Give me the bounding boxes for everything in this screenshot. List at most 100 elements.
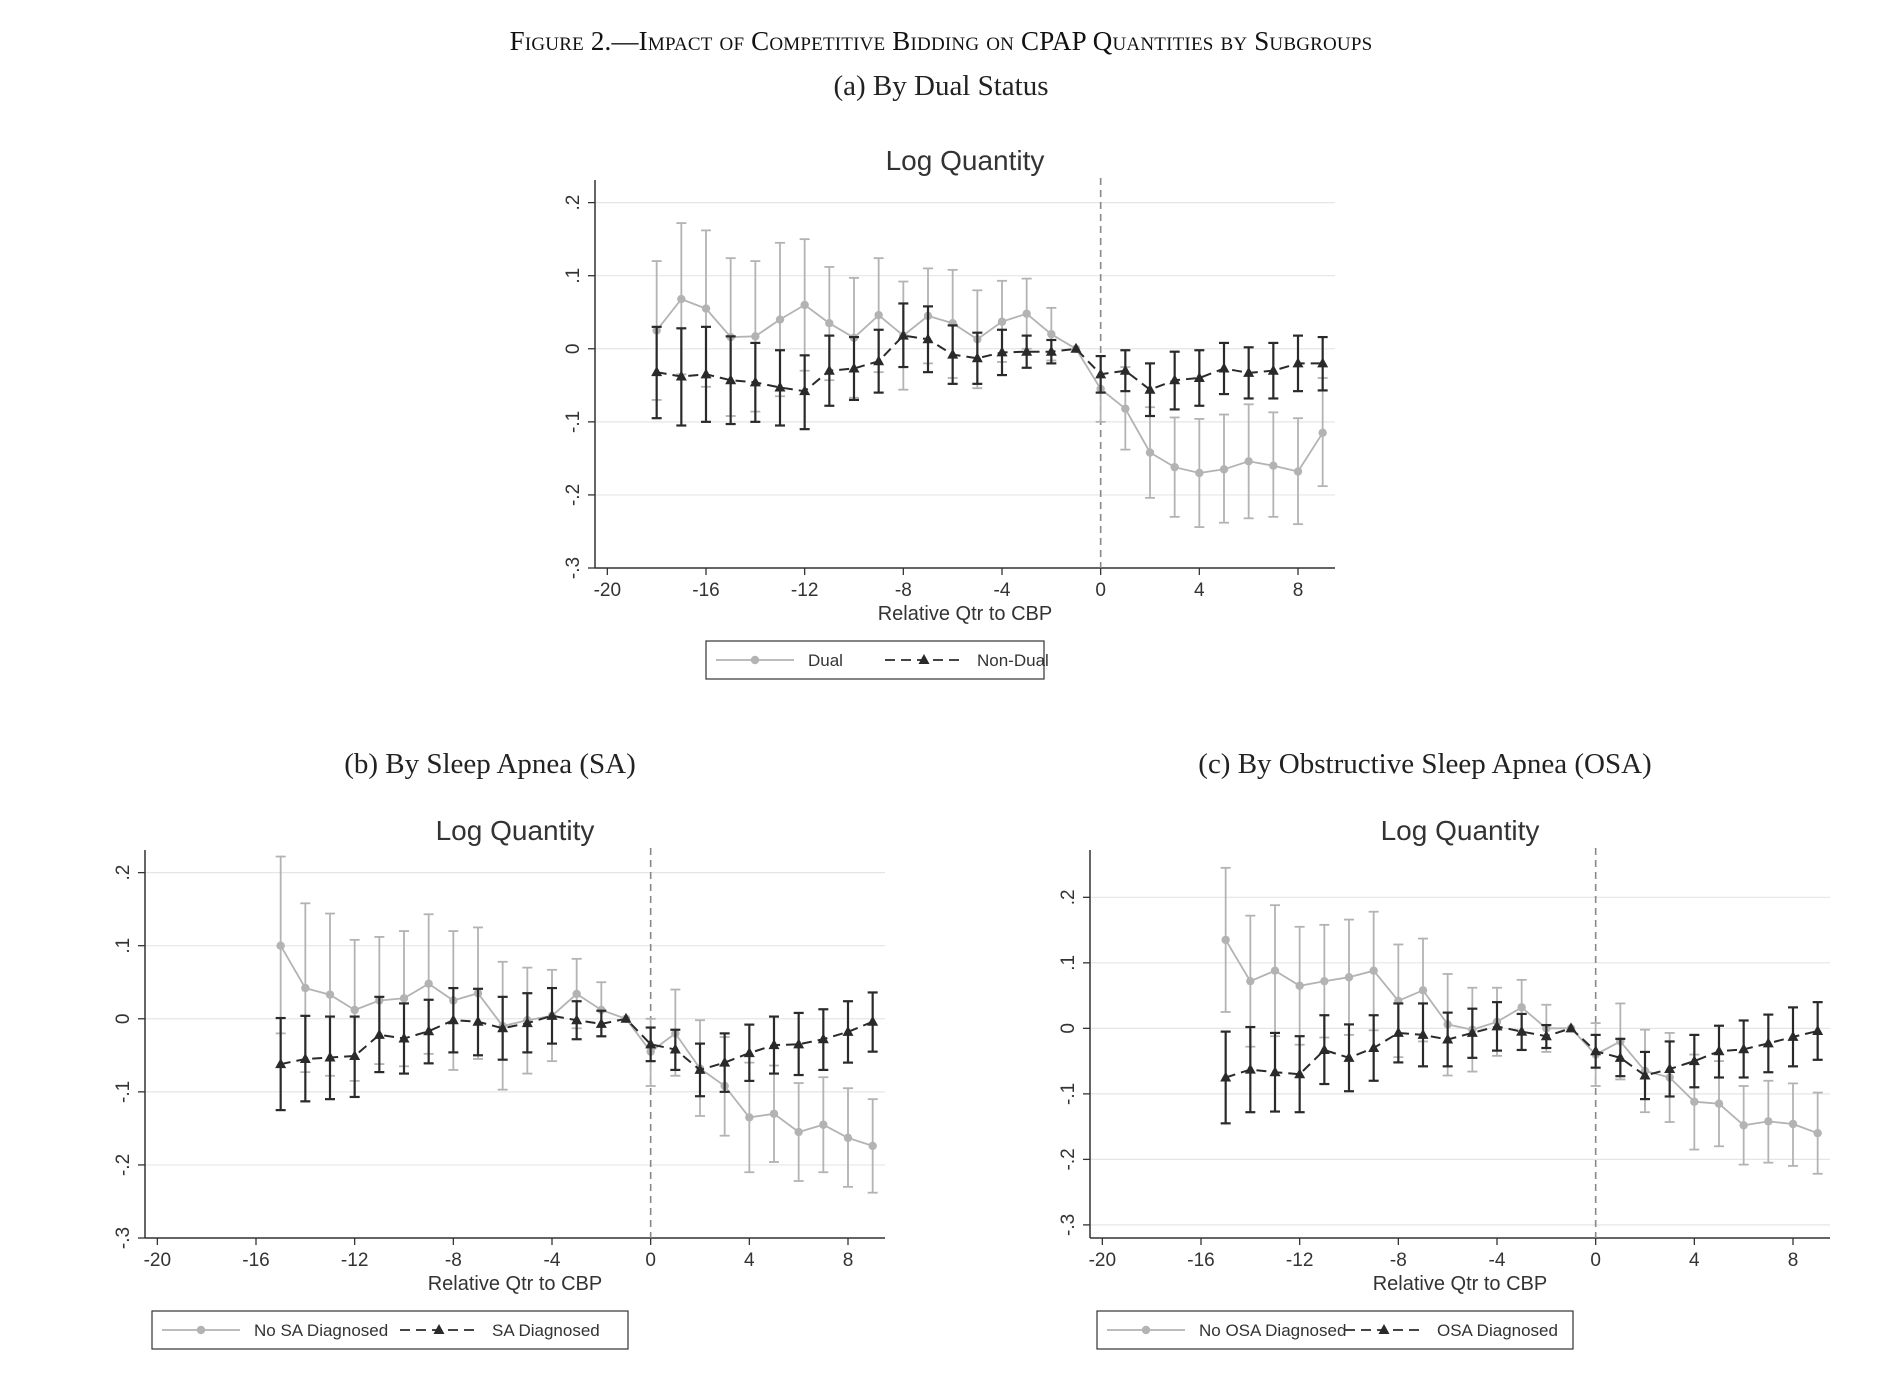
data-point-circle (825, 318, 834, 328)
y-tick-label: -.1 (113, 1081, 134, 1103)
legend-label: No OSA Diagnosed (1199, 1321, 1346, 1340)
x-tick-label: -8 (1390, 1250, 1407, 1271)
data-point-circle (1295, 981, 1304, 990)
data-point-circle (1369, 966, 1378, 975)
data-point-triangle (1220, 1071, 1232, 1082)
data-point-circle (800, 300, 809, 310)
panel-caption-dual: (a) By Dual Status (833, 70, 1049, 102)
y-tick-label: 0 (113, 1013, 134, 1024)
data-point-triangle (1244, 1063, 1256, 1074)
series-light (651, 222, 1328, 528)
data-point-circle (819, 1120, 828, 1129)
y-tick-label: -.1 (563, 411, 584, 433)
data-point-triangle (1267, 364, 1279, 375)
data-point-triangle (1269, 1066, 1281, 1077)
legend-marker-circle (196, 1325, 206, 1335)
data-point-triangle (1713, 1045, 1725, 1056)
series-dark (1220, 1001, 1824, 1125)
data-point-circle (1320, 976, 1329, 986)
series-line (656, 334, 1323, 393)
data-point-triangle (546, 1009, 558, 1020)
data-point-triangle (1193, 372, 1205, 382)
chart-title: Log Quantity (436, 815, 595, 846)
x-tick-label: 0 (1590, 1250, 1601, 1271)
data-point-triangle (1590, 1045, 1602, 1056)
legend-label: No SA Diagnosed (254, 1321, 388, 1340)
data-point-triangle (725, 374, 737, 385)
x-tick-label: -12 (1286, 1250, 1313, 1271)
series-dark (651, 302, 1329, 431)
x-tick-label: -8 (895, 580, 912, 601)
y-tick-label: .1 (1058, 955, 1079, 971)
data-point-triangle (1317, 357, 1329, 368)
data-point-triangle (768, 1039, 780, 1050)
x-tick-label: 0 (645, 1250, 656, 1271)
x-tick-label: 8 (1293, 580, 1304, 601)
x-tick-label: -4 (1489, 1250, 1506, 1271)
x-axis-label: Relative Qtr to CBP (428, 1273, 603, 1295)
y-tick-label: -.2 (563, 484, 584, 506)
data-point-circle (1244, 457, 1253, 466)
data-point-triangle (1540, 1030, 1552, 1041)
x-tick-label: -20 (144, 1250, 171, 1271)
data-point-triangle (299, 1052, 311, 1063)
data-point-triangle (1343, 1051, 1355, 1062)
legend: No SA Diagnosed SA Diagnosed (151, 1310, 629, 1350)
panel-caption-osa: (c) By Obstructive Sleep Apnea (OSA) (1198, 748, 1652, 780)
chart-sleep-apnea: Log Quantity -.3 -.2 -.1 0 .1 .2 -20 -16 -12 -8 -4 0… (113, 815, 885, 1350)
data-point-triangle (749, 376, 761, 387)
data-point-triangle (1318, 1043, 1330, 1054)
data-point-triangle (1639, 1069, 1651, 1080)
data-point-circle (1145, 448, 1155, 457)
data-point-triangle (373, 1028, 385, 1039)
data-point-triangle (922, 333, 934, 344)
data-point-triangle (873, 355, 885, 366)
y-tick-label: -.3 (563, 557, 584, 579)
data-point-circle (1219, 465, 1229, 474)
data-point-circle (868, 1141, 877, 1151)
data-point-circle (1788, 1119, 1798, 1129)
data-point-triangle (675, 370, 687, 381)
data-point-circle (843, 1133, 853, 1143)
data-point-triangle (1368, 1042, 1380, 1052)
y-tick-label: -.2 (113, 1154, 134, 1176)
data-point-circle (751, 332, 760, 341)
x-tick-label: 8 (1788, 1250, 1799, 1271)
x-tick-label: -16 (242, 1250, 269, 1271)
x-tick-label: -20 (1089, 1250, 1116, 1271)
data-point-triangle (1144, 383, 1156, 394)
data-point-triangle (595, 1017, 607, 1028)
x-tick-label: -4 (544, 1250, 561, 1271)
data-point-circle (1764, 1117, 1773, 1126)
data-point-circle (1714, 1099, 1724, 1108)
x-tick-label: -16 (692, 580, 719, 601)
data-point-triangle (1417, 1028, 1429, 1039)
x-tick-label: 4 (1689, 1250, 1700, 1271)
legend: Dual Non-Dual (705, 640, 1049, 680)
data-point-triangle (472, 1015, 484, 1026)
x-tick-label: 8 (843, 1250, 854, 1271)
y-tick-label: .1 (113, 938, 134, 954)
data-point-triangle (1243, 366, 1255, 377)
x-tick-label: 0 (1095, 580, 1106, 601)
data-point-circle (424, 979, 433, 988)
data-point-triangle (1565, 1022, 1577, 1033)
data-point-circle (1739, 1121, 1748, 1130)
data-point-triangle (521, 1017, 533, 1028)
data-point-circle (399, 994, 409, 1003)
data-point-triangle (1787, 1030, 1799, 1041)
y-tick-label: .2 (1058, 889, 1079, 905)
data-point-triangle (1516, 1025, 1528, 1036)
chart-title: Log Quantity (886, 145, 1045, 176)
data-point-triangle (719, 1056, 731, 1067)
y-tick-label: .2 (563, 195, 584, 211)
data-point-triangle (1688, 1055, 1700, 1066)
data-point-triangle (571, 1014, 583, 1025)
data-point-circle (775, 315, 785, 324)
legend-label: SA Diagnosed (492, 1321, 600, 1340)
chart-obstructive-sleep-apnea: Log Quantity -.3 -.2 -.1 0 .1 .2 -20 -16 -12 -8 -4 0… (1058, 815, 1830, 1350)
legend-label: Dual (808, 651, 843, 670)
data-point-triangle (1614, 1051, 1626, 1062)
data-point-circle (1517, 1003, 1526, 1012)
figure-title: Figure 2.—Impact of Competitive Bidding … (509, 26, 1373, 56)
